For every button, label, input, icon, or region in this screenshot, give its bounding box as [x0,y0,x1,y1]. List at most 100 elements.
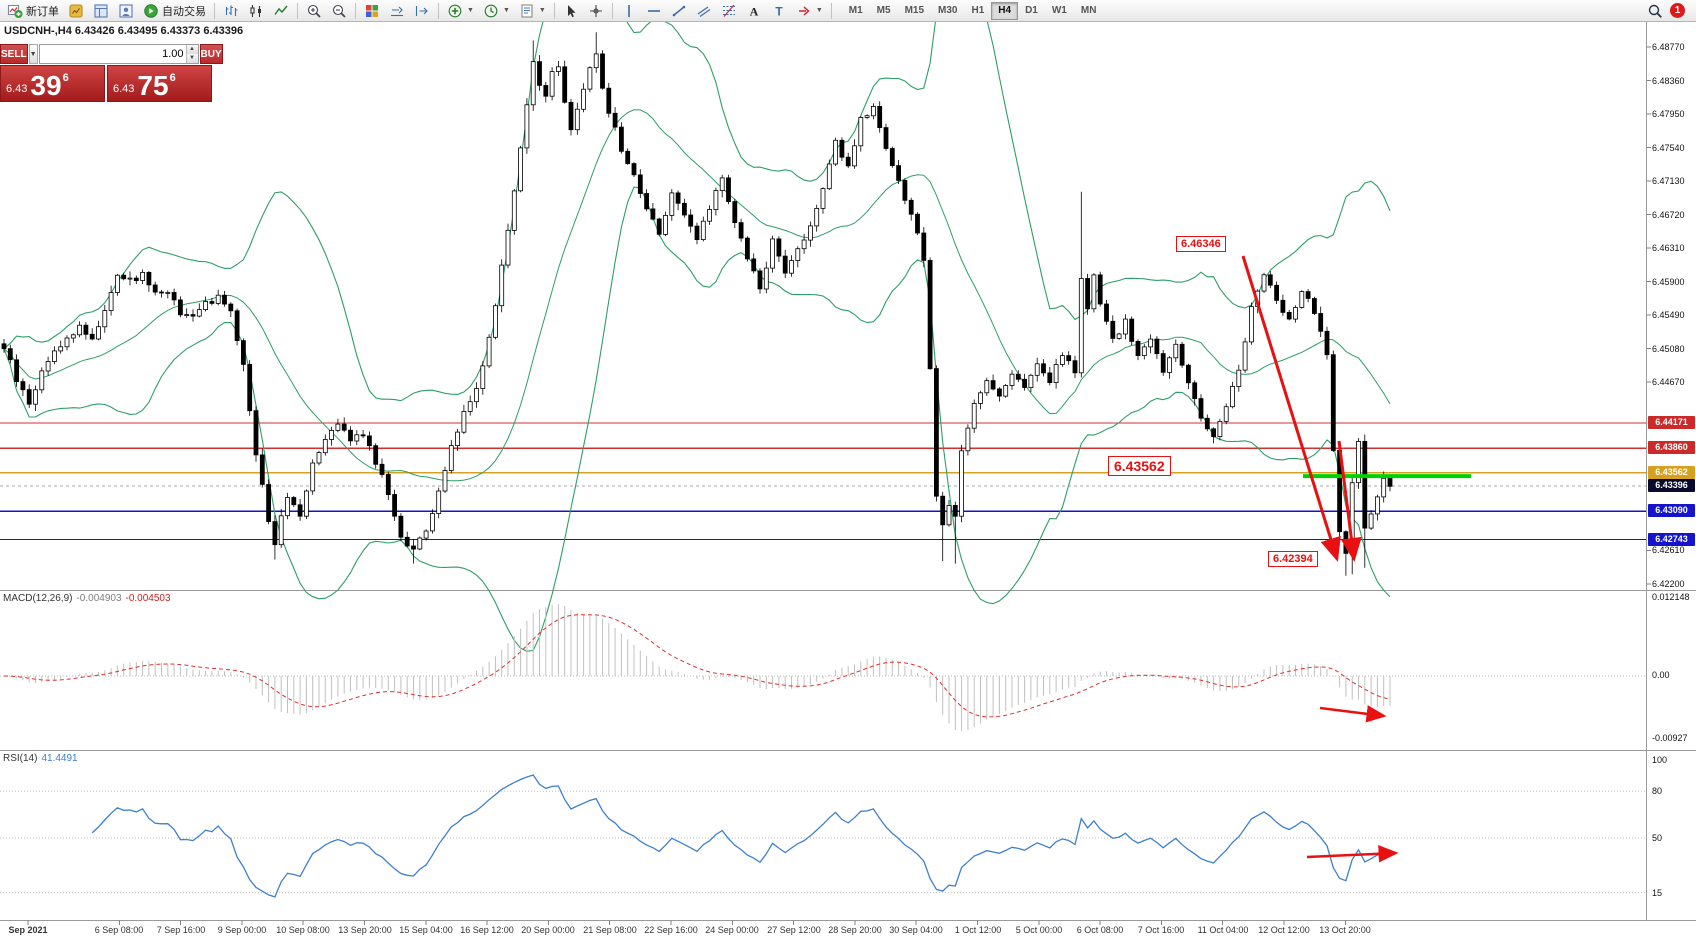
timeframe-m5-button[interactable]: M5 [870,2,898,20]
toolbar-separator [355,2,356,19]
candle-wicks [3,32,1391,576]
vertical-line-icon [621,3,637,19]
main-toolbar: 新订单 自动交易 ▼ ▼ ▼ A T ▼ M1 M5 M15 M30 H1 H4 D1 W1 MN 1 [0,0,1696,22]
buy-price-panel[interactable]: 6.43 75 6 [107,65,212,102]
bollinger-middle-band [3,109,1391,482]
macd-main-value: -0.004903 [76,593,122,604]
buy-price-big: 75 [137,70,169,101]
line-chart-button[interactable] [269,1,293,21]
buy-price-sup: 6 [169,72,176,84]
new-order-icon [7,3,23,19]
rsi-value: 41.4491 [41,753,78,764]
volume-input[interactable] [39,45,186,63]
shapes-button[interactable]: ▼ [792,1,827,21]
search-icon [1647,3,1663,19]
channel-button[interactable] [692,1,716,21]
templates-button[interactable]: ▼ [515,1,550,21]
timeframe-toolbar: M1 M5 M15 M30 H1 H4 D1 W1 MN [842,1,1104,20]
market-watch-icon [68,3,84,19]
fibonacci-button[interactable] [717,1,741,21]
trendline-button[interactable] [667,1,691,21]
dropdown-caret-icon: ▼ [467,7,474,14]
vertical-line-button[interactable] [617,1,641,21]
one-click-trading-panel: SELL ▼ ▲ ▼ BUY 6.43 39 6 6.43 75 6 [0,44,223,102]
indicators-icon [447,3,463,19]
volume-decrease-button[interactable]: ▼ [186,54,198,63]
order-panel-top-row: SELL ▼ ▲ ▼ BUY [0,44,223,64]
cursor-icon [563,3,579,19]
toolbar-separator [553,2,555,19]
tile-windows-icon [364,3,380,19]
volume-field: ▲ ▼ [38,44,199,64]
svg-text:T: T [775,4,783,18]
trend-arrow-1[interactable] [1241,255,1341,562]
candlestick-chart-button[interactable] [244,1,268,21]
timeframe-m15-button[interactable]: M15 [898,2,931,20]
tile-windows-button[interactable] [360,1,384,21]
data-window-button[interactable] [89,1,113,21]
auto-scroll-button[interactable] [385,1,409,21]
timeframe-h4-button[interactable]: H4 [991,1,1019,20]
shapes-icon [796,3,812,19]
cursor-button[interactable] [559,1,583,21]
dropdown-caret-icon: ▼ [502,7,510,14]
timeframe-h1-button[interactable]: H1 [964,2,991,20]
sell-price-sup: 6 [62,72,69,84]
sell-button[interactable]: SELL [0,44,28,64]
zoom-in-button[interactable] [302,1,326,21]
market-watch-button[interactable] [64,1,88,21]
crosshair-button[interactable] [584,1,608,21]
periods-button[interactable]: ▼ [479,1,514,21]
search-button[interactable] [1643,1,1667,21]
timeframe-m30-button[interactable]: M30 [931,2,964,20]
horizontal-line-icon [646,3,662,19]
chart-header: USDCNH-,H4 6.43426 6.43495 6.43373 6.433… [4,25,244,37]
zoom-out-button[interactable] [327,1,351,21]
notification-badge[interactable]: 1 [1670,3,1685,18]
text-icon: A [746,3,762,19]
rsi-arrow[interactable] [1306,845,1399,863]
dropdown-caret-icon: ▼ [538,7,546,14]
toolbar-separator [438,2,439,19]
trendline-icon [671,3,687,19]
text-button[interactable]: A [742,1,766,21]
timeframe-mn-button[interactable]: MN [1074,2,1104,20]
macd-indicator-label: MACD(12,26,9) -0.004903 -0.004503 [3,593,171,604]
label-icon: T [771,3,787,19]
templates-icon [519,3,535,19]
buy-price-base: 6.43 [113,83,135,95]
navigator-button[interactable] [114,1,138,21]
rsi-line [91,774,1391,898]
trend-arrow-2[interactable] [1337,440,1362,562]
horizontal-line-button[interactable] [642,1,666,21]
auto-scroll-icon [389,3,405,19]
bar-chart-button[interactable] [219,1,243,21]
horizontal-level-lines [0,422,1646,541]
order-options-caret[interactable]: ▼ [28,44,38,64]
volume-increase-button[interactable]: ▲ [186,45,198,54]
dropdown-caret-icon: ▼ [815,7,823,14]
indicators-button[interactable]: ▼ [443,1,478,21]
toolbar-separator [297,2,298,19]
chart-shift-button[interactable] [410,1,434,21]
bollinger-upper-band [3,0,1391,402]
line-chart-icon [273,3,289,19]
bar-chart-icon [223,3,239,19]
chart-shift-icon [414,3,430,19]
order-panel-prices: 6.43 39 6 6.43 75 6 [0,65,212,102]
new-order-button[interactable]: 新订单 [3,1,63,21]
sell-price-panel[interactable]: 6.43 39 6 [0,65,105,102]
macd-signal-line [3,614,1391,718]
timeframe-m1-button[interactable]: M1 [842,2,870,20]
new-order-label: 新订单 [26,5,59,18]
timeframe-w1-button[interactable]: W1 [1045,2,1074,20]
auto-trading-button[interactable]: 自动交易 [139,1,210,21]
label-button[interactable]: T [767,1,791,21]
sell-price-base: 6.43 [6,83,28,95]
buy-button[interactable]: BUY [199,44,223,64]
macd-arrow[interactable] [1319,705,1387,723]
timeframe-d1-button[interactable]: D1 [1018,2,1045,20]
crosshair-icon [588,3,604,19]
